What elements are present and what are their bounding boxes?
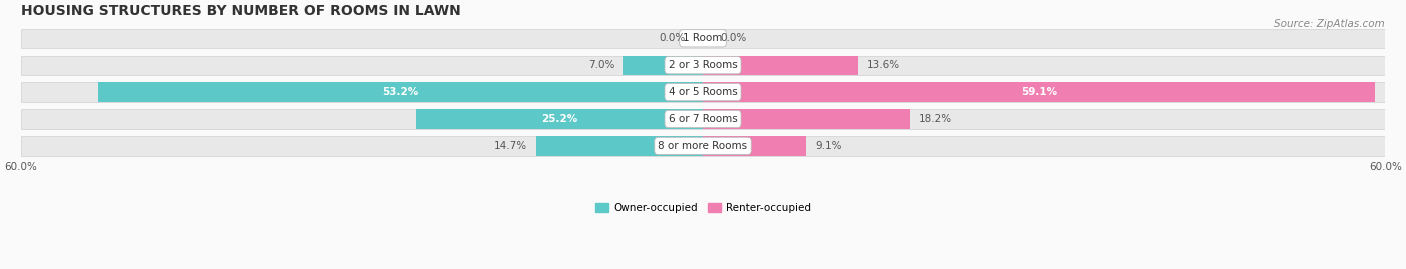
Bar (21, 82, 1385, 102)
Bar (98, 82, 703, 102)
Text: 0.0%: 0.0% (659, 33, 686, 43)
Text: 53.2%: 53.2% (382, 87, 419, 97)
Text: 2 or 3 Rooms: 2 or 3 Rooms (669, 60, 737, 70)
Text: 8 or more Rooms: 8 or more Rooms (658, 141, 748, 151)
Text: HOUSING STRUCTURES BY NUMBER OF ROOMS IN LAWN: HOUSING STRUCTURES BY NUMBER OF ROOMS IN… (21, 4, 460, 18)
Bar (703, 82, 1375, 102)
Bar (21, 136, 1385, 155)
Text: 9.1%: 9.1% (815, 141, 842, 151)
Bar (21, 109, 1385, 129)
Text: 18.2%: 18.2% (920, 114, 952, 124)
Text: 0.0%: 0.0% (720, 33, 747, 43)
Text: 59.1%: 59.1% (1021, 87, 1057, 97)
Text: 1 Room: 1 Room (683, 33, 723, 43)
Text: Source: ZipAtlas.com: Source: ZipAtlas.com (1274, 19, 1385, 29)
Bar (536, 136, 703, 155)
Bar (416, 109, 703, 129)
Bar (21, 55, 1385, 75)
Bar (703, 136, 807, 155)
Bar (623, 55, 703, 75)
Text: 7.0%: 7.0% (588, 60, 614, 70)
Text: 14.7%: 14.7% (494, 141, 527, 151)
Bar (703, 55, 858, 75)
Text: 25.2%: 25.2% (541, 114, 578, 124)
Text: 6 or 7 Rooms: 6 or 7 Rooms (669, 114, 737, 124)
Text: 13.6%: 13.6% (866, 60, 900, 70)
Text: 4 or 5 Rooms: 4 or 5 Rooms (669, 87, 737, 97)
Bar (21, 29, 1385, 48)
Bar (703, 109, 910, 129)
Legend: Owner-occupied, Renter-occupied: Owner-occupied, Renter-occupied (591, 199, 815, 217)
